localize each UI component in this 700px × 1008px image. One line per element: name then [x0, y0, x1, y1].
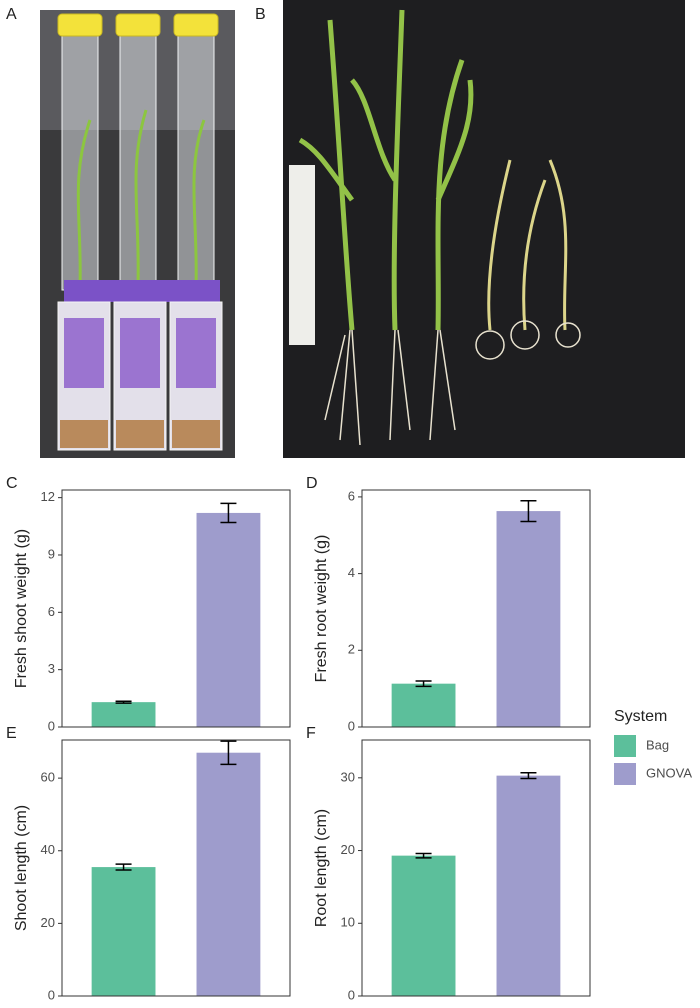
y-tick-label: 12 [41, 489, 55, 504]
y-axis-label: Root length (cm) [313, 809, 330, 927]
panel-label: D [306, 475, 318, 492]
error-bar [415, 680, 432, 688]
panel-label: C [6, 475, 18, 492]
y-tick-label: 20 [341, 842, 355, 857]
legend-key [614, 763, 636, 785]
bar [496, 511, 561, 727]
error-bar [415, 852, 432, 859]
y-axis-label: Fresh shoot weight (g) [13, 529, 30, 688]
y-tick-label: 4 [348, 565, 355, 580]
photo-b [283, 0, 685, 458]
legend-label: Bag [646, 737, 669, 752]
error-bar [115, 700, 132, 704]
y-tick-label: 30 [341, 769, 355, 784]
plot-border [361, 489, 591, 728]
y-tick-label: 10 [341, 915, 355, 930]
y-tick-label: 40 [41, 842, 55, 857]
bar [196, 512, 261, 727]
y-tick-label: 0 [348, 987, 355, 1002]
y-tick-label: 6 [348, 488, 355, 503]
error-bar [220, 740, 237, 766]
panel-label: E [6, 725, 17, 742]
bar [391, 683, 456, 727]
legend-key [614, 735, 636, 757]
y-tick-label: 2 [348, 642, 355, 657]
y-tick-label: 0 [348, 718, 355, 733]
error-bar [220, 502, 237, 524]
bar [91, 702, 156, 727]
error-bar [520, 499, 537, 523]
panel-label: B [255, 6, 266, 23]
panel-label: A [6, 6, 17, 23]
y-tick-label: 6 [48, 604, 55, 619]
bar [196, 752, 261, 996]
bar [391, 855, 456, 996]
legend-label: GNOVA [646, 765, 692, 780]
photo-a [40, 10, 235, 458]
error-bar [115, 863, 132, 871]
y-tick-label: 0 [48, 718, 55, 733]
panel-label: F [306, 725, 316, 742]
bar [496, 775, 561, 996]
legend-title: System [614, 708, 667, 725]
y-tick-label: 60 [41, 770, 55, 785]
y-axis-label: Shoot length (cm) [13, 805, 30, 931]
y-tick-label: 0 [48, 987, 55, 1002]
error-bar [520, 771, 537, 780]
plot-border [61, 489, 291, 728]
y-tick-label: 3 [48, 661, 55, 676]
bar [91, 867, 156, 996]
y-axis-label: Fresh root weight (g) [313, 535, 330, 683]
plot-border [361, 739, 591, 997]
y-tick-label: 20 [41, 915, 55, 930]
plot-border [61, 739, 291, 997]
y-tick-label: 9 [48, 546, 55, 561]
